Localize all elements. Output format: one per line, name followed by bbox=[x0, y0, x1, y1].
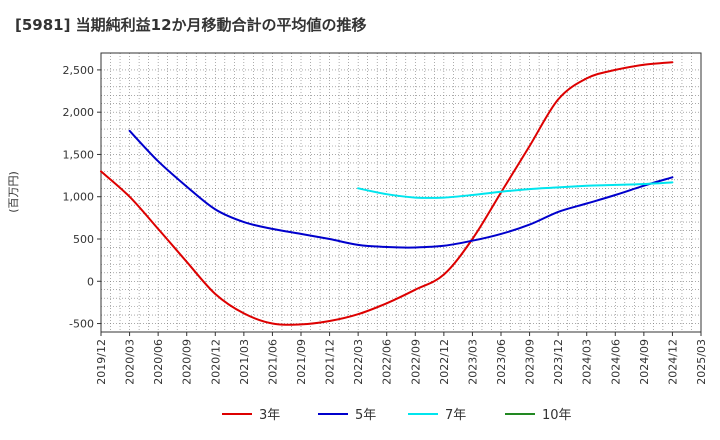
x-tick-label: 2023/03 bbox=[466, 339, 479, 385]
plot-frame bbox=[100, 52, 702, 333]
legend-label-2: 5年 bbox=[355, 408, 376, 423]
y-tick-label: -500 bbox=[69, 318, 94, 331]
x-tick-label: 2020/03 bbox=[124, 339, 137, 385]
x-tick-label: 2022/12 bbox=[438, 339, 451, 385]
x-tick-label: 2020/09 bbox=[181, 339, 194, 385]
y-tick-label: 1,500 bbox=[63, 148, 95, 161]
y-axis-label: (百万円) bbox=[7, 171, 20, 213]
series-line-1 bbox=[100, 61, 674, 326]
x-tick-label: 2019/12 bbox=[95, 339, 108, 385]
y-tick-label: 500 bbox=[73, 233, 94, 246]
x-tick-label: 2023/09 bbox=[524, 339, 537, 385]
y-tick-label: 2,500 bbox=[63, 64, 95, 77]
x-tick-label: 2023/12 bbox=[552, 339, 565, 385]
chart-title: [5981] 当期純利益12か月移動合計の平均値の推移 bbox=[15, 16, 367, 34]
series-line-2 bbox=[128, 129, 674, 249]
x-tick-label: 2022/06 bbox=[381, 339, 394, 385]
x-tick-label: 2024/09 bbox=[638, 339, 651, 385]
x-tick-label: 2022/09 bbox=[409, 339, 422, 385]
x-tick-label: 2021/03 bbox=[238, 339, 251, 385]
legend-label-1: 3年 bbox=[259, 408, 280, 423]
x-tick-label: 2020/06 bbox=[152, 339, 165, 385]
x-tick-label: 2021/12 bbox=[324, 339, 337, 385]
y-tick-label: 0 bbox=[87, 275, 94, 288]
y-tick-label: 1,000 bbox=[63, 191, 95, 204]
series-line-3 bbox=[357, 181, 674, 199]
x-tick-label: 2025/03 bbox=[695, 339, 708, 385]
y-tick-label: 2,000 bbox=[63, 106, 95, 119]
x-tick-label: 2021/09 bbox=[295, 339, 308, 385]
plot-area bbox=[101, 53, 701, 332]
x-tick-label: 2024/06 bbox=[609, 339, 622, 385]
legend-label-4: 10年 bbox=[542, 408, 572, 423]
x-tick-label: 2020/12 bbox=[209, 339, 222, 385]
x-tick-label: 2022/03 bbox=[352, 339, 365, 385]
x-tick-label: 2023/06 bbox=[495, 339, 508, 385]
x-tick-label: 2021/06 bbox=[266, 339, 279, 385]
x-tick-label: 2024/12 bbox=[666, 339, 679, 385]
x-tick-label: 2024/03 bbox=[581, 339, 594, 385]
legend-label-3: 7年 bbox=[445, 408, 466, 423]
